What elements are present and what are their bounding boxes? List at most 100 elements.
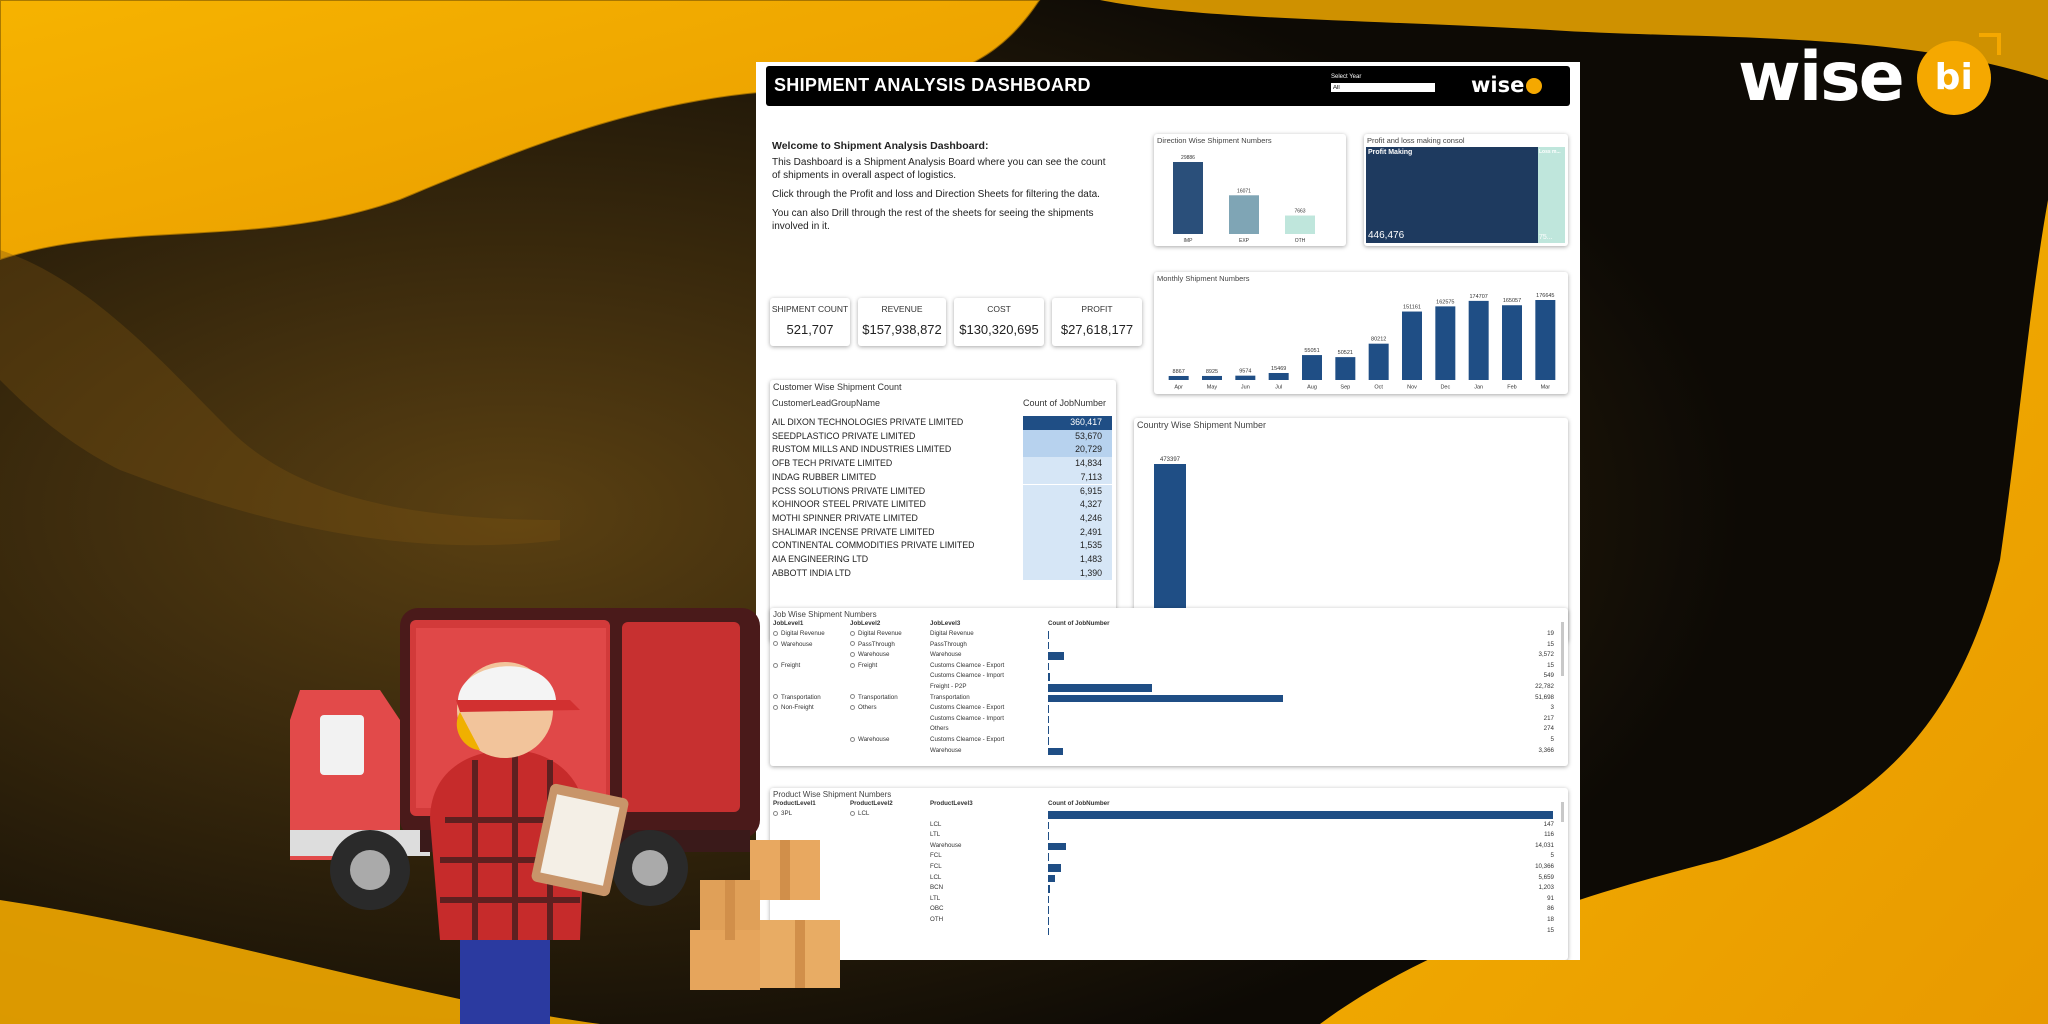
matrix-bar[interactable] bbox=[1048, 705, 1049, 713]
customer-table-card[interactable]: Customer Wise Shipment Count CustomerLea… bbox=[770, 380, 1116, 642]
bar-imp[interactable] bbox=[1173, 162, 1203, 234]
expand-toggle-icon[interactable] bbox=[850, 662, 855, 668]
customer-count-header[interactable]: Count of JobNumber bbox=[1023, 398, 1107, 408]
matrix-label-l1[interactable]: 3PL bbox=[773, 810, 792, 817]
matrix-bar[interactable] bbox=[1048, 874, 1056, 883]
matrix-label-l1[interactable]: Non-Freight bbox=[773, 704, 814, 711]
kpi-cost[interactable]: COST $130,320,695 bbox=[954, 298, 1044, 346]
kpi-shipment-count[interactable]: SHIPMENT COUNT 521,707 bbox=[770, 298, 850, 346]
kpi-revenue[interactable]: REVENUE $157,938,872 bbox=[858, 298, 946, 346]
product-header-1[interactable]: ProductLevel1 bbox=[773, 800, 816, 807]
matrix-label-l2[interactable]: Warehouse bbox=[850, 736, 889, 743]
job-header-2[interactable]: JobLevel2 bbox=[850, 620, 881, 627]
matrix-bar[interactable] bbox=[1048, 906, 1049, 914]
bar-nov[interactable] bbox=[1402, 311, 1422, 380]
kpi-profit[interactable]: PROFIT $27,618,177 bbox=[1052, 298, 1142, 346]
bar-jan[interactable] bbox=[1468, 300, 1489, 380]
expand-toggle-icon[interactable] bbox=[850, 641, 855, 647]
bar-aug[interactable] bbox=[1302, 355, 1322, 380]
matrix-label-l1[interactable]: Transportation bbox=[773, 694, 821, 701]
matrix-bar[interactable] bbox=[1048, 885, 1050, 893]
expand-toggle-icon[interactable] bbox=[773, 705, 778, 711]
bar-may[interactable] bbox=[1202, 375, 1222, 380]
table-row[interactable]: INDAG RUBBER LIMITED 7,113 bbox=[772, 470, 1112, 485]
table-row[interactable]: PCSS SOLUTIONS PRIVATE LIMITED 6,915 bbox=[772, 484, 1112, 499]
matrix-label-l1[interactable]: Warehouse bbox=[773, 641, 812, 648]
bar-england[interactable] bbox=[1154, 464, 1186, 624]
expand-toggle-icon[interactable] bbox=[773, 662, 778, 668]
product-table-card[interactable]: Product Wise Shipment Numbers ProductLev… bbox=[770, 788, 1568, 960]
job-table-card[interactable]: Job Wise Shipment Numbers JobLevel1 JobL… bbox=[770, 608, 1568, 766]
bar-sep[interactable] bbox=[1335, 357, 1356, 380]
bar-oth[interactable] bbox=[1285, 215, 1315, 234]
direction-chart-card[interactable]: Direction Wise Shipment Numbers 29886 IMP… bbox=[1154, 134, 1346, 246]
bar-apr[interactable] bbox=[1168, 375, 1189, 380]
bar-exp[interactable] bbox=[1229, 195, 1259, 234]
table-row[interactable]: AIA ENGINEERING LTD 1,483 bbox=[772, 553, 1112, 567]
matrix-label-l2[interactable]: LCL bbox=[850, 810, 869, 817]
product-header-4[interactable]: Count of JobNumber bbox=[1048, 800, 1110, 807]
matrix-label-l2[interactable]: Warehouse bbox=[850, 651, 889, 658]
matrix-bar[interactable] bbox=[1048, 662, 1049, 671]
expand-toggle-icon[interactable] bbox=[850, 810, 855, 816]
product-header-2[interactable]: ProductLevel2 bbox=[850, 800, 893, 807]
expand-toggle-icon[interactable] bbox=[773, 630, 778, 636]
matrix-bar[interactable] bbox=[1048, 641, 1049, 650]
matrix-label-l2[interactable]: Digital Revenue bbox=[850, 630, 902, 637]
matrix-bar[interactable] bbox=[1048, 694, 1283, 703]
job-header-3[interactable]: JobLevel3 bbox=[930, 620, 961, 627]
matrix-bar[interactable] bbox=[1048, 927, 1049, 936]
matrix-label-l2[interactable]: PassThrough bbox=[850, 641, 895, 648]
product-table-scrollbar[interactable] bbox=[1561, 802, 1564, 822]
monthly-chart-card[interactable]: Monthly Shipment Numbers 8867 Apr 8925 May 9… bbox=[1154, 272, 1568, 394]
expand-toggle-icon[interactable] bbox=[850, 705, 855, 711]
profit-loss-card[interactable]: Profit and loss making consol Profit Mak… bbox=[1364, 134, 1568, 246]
matrix-label-l1[interactable]: Digital Revenue bbox=[773, 630, 825, 637]
matrix-bar[interactable] bbox=[1048, 673, 1051, 681]
job-table-scrollbar[interactable] bbox=[1561, 622, 1564, 676]
treemap-profit-making[interactable]: Profit Making 446,476 bbox=[1366, 147, 1538, 243]
expand-toggle-icon[interactable] bbox=[850, 652, 855, 658]
expand-toggle-icon[interactable] bbox=[773, 694, 778, 700]
matrix-bar[interactable] bbox=[1048, 726, 1050, 734]
bar-jun[interactable] bbox=[1235, 375, 1256, 380]
expand-toggle-icon[interactable] bbox=[850, 736, 855, 742]
expand-toggle-icon[interactable] bbox=[773, 641, 778, 647]
table-row[interactable]: AIL DIXON TECHNOLOGIES PRIVATE LIMITED 36… bbox=[772, 416, 1112, 430]
table-row[interactable]: CONTINENTAL COMMODITIES PRIVATE LIMITED 1… bbox=[772, 539, 1112, 553]
matrix-bar[interactable] bbox=[1048, 917, 1049, 925]
matrix-bar[interactable] bbox=[1048, 842, 1066, 851]
table-row[interactable]: SHALIMAR INCENSE PRIVATE LIMITED 2,491 bbox=[772, 525, 1112, 540]
matrix-bar[interactable] bbox=[1048, 832, 1049, 840]
table-row[interactable]: KOHINOOR STEEL PRIVATE LIMITED 4,327 bbox=[772, 498, 1112, 512]
expand-toggle-icon[interactable] bbox=[850, 630, 855, 636]
expand-toggle-icon[interactable] bbox=[850, 694, 855, 700]
customer-name-header[interactable]: CustomerLeadGroupName bbox=[772, 398, 881, 408]
bar-dec[interactable] bbox=[1435, 306, 1456, 380]
table-row[interactable]: MOTHI SPINNER PRIVATE LIMITED 4,246 bbox=[772, 511, 1112, 526]
matrix-bar[interactable] bbox=[1048, 631, 1049, 639]
matrix-bar[interactable] bbox=[1048, 715, 1049, 724]
matrix-bar[interactable] bbox=[1048, 747, 1064, 756]
bar-mar[interactable] bbox=[1535, 300, 1556, 380]
matrix-bar[interactable] bbox=[1048, 821, 1049, 830]
matrix-bar[interactable] bbox=[1048, 684, 1152, 692]
expand-toggle-icon[interactable] bbox=[773, 810, 778, 816]
matrix-bar[interactable] bbox=[1048, 737, 1049, 745]
bar-oct[interactable] bbox=[1368, 343, 1389, 380]
bar-feb[interactable] bbox=[1502, 305, 1522, 380]
matrix-label-l2[interactable]: Freight bbox=[850, 662, 877, 669]
table-row[interactable]: ABBOTT INDIA LTD 1,390 bbox=[772, 566, 1112, 581]
table-row[interactable]: OFB TECH PRIVATE LIMITED 14,834 bbox=[772, 457, 1112, 471]
matrix-label-l2[interactable]: Transportation bbox=[850, 694, 898, 701]
treemap-loss-making[interactable]: Loss m... 75... bbox=[1538, 147, 1565, 243]
job-header-1[interactable]: JobLevel1 bbox=[773, 620, 804, 627]
year-filter-input[interactable] bbox=[1331, 83, 1435, 92]
matrix-label-l2[interactable]: Others bbox=[850, 704, 877, 711]
product-header-3[interactable]: ProductLevel3 bbox=[930, 800, 973, 807]
table-row[interactable]: SEEDPLASTICO PRIVATE LIMITED 53,670 bbox=[772, 429, 1112, 444]
job-header-4[interactable]: Count of JobNumber bbox=[1048, 620, 1110, 627]
bar-jul[interactable] bbox=[1268, 372, 1289, 380]
matrix-bar[interactable] bbox=[1048, 811, 1553, 819]
matrix-label-l1[interactable]: Freight bbox=[773, 662, 800, 669]
